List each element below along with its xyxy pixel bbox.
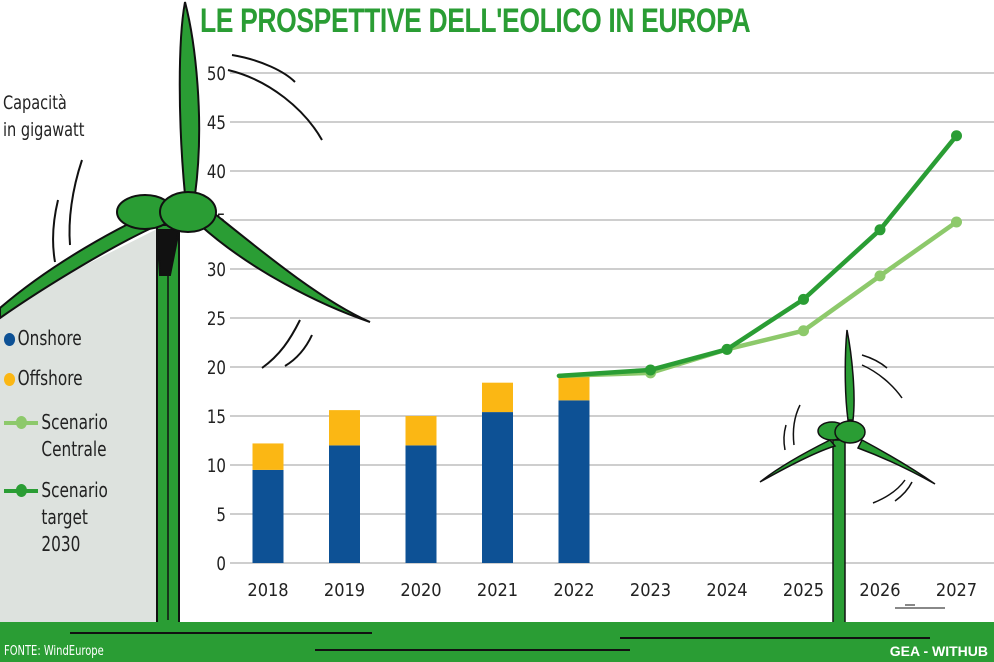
x-tick-label: 2022: [553, 580, 594, 601]
scenario-centrale-line: [556, 219, 959, 379]
legend-swatch-onshore: [4, 333, 16, 346]
x-tick-label: 2025: [783, 580, 824, 601]
x-tick-label: 2021: [477, 580, 518, 601]
y-axis-ticks: 05101520253035404550: [207, 63, 226, 575]
scenario-target-point: [645, 364, 656, 376]
legend-label-offshore: Offshore: [17, 366, 83, 390]
background-panel: [0, 225, 180, 625]
bar-onshore: [252, 469, 284, 563]
x-tick-label: 2019: [324, 580, 365, 601]
bar-onshore: [405, 445, 437, 563]
x-tick-label: 2024: [706, 580, 747, 601]
scenario-centrale-point: [951, 216, 962, 228]
legend-label-target-2: target: [41, 505, 88, 529]
legend-label-onshore: Onshore: [17, 326, 82, 350]
bar-offshore: [329, 410, 360, 446]
bar-offshore: [405, 416, 437, 446]
bar-offshore: [252, 443, 284, 470]
source-credit: FONTE: WindEurope: [4, 644, 104, 659]
legend-swatch-offshore: [4, 373, 16, 386]
scenario-target-line: [556, 133, 959, 379]
bar-onshore: [482, 412, 513, 563]
scenario-centrale-point: [798, 325, 809, 337]
brand-credit: GEA - WITHUB: [889, 643, 988, 659]
wind-turbine-large-icon: [0, 1, 371, 624]
y-tick-label: 40: [207, 161, 226, 183]
y-axis-label-line1: Capacità: [3, 92, 67, 114]
lines: [556, 130, 962, 379]
y-tick-label: 15: [207, 406, 226, 428]
legend-label-target-3: 2030: [41, 532, 81, 556]
scenario-target-point: [951, 130, 962, 142]
bar-offshore: [482, 382, 513, 413]
ground: [0, 622, 994, 662]
x-tick-label: 2023: [630, 580, 671, 601]
legend-label-central-1: Scenario: [41, 410, 108, 434]
legend-item-offshore: Offshore: [4, 365, 83, 392]
wind-turbine-small-icon: [759, 329, 936, 626]
ground-lines: [70, 604, 945, 651]
y-tick-label: 5: [216, 504, 226, 526]
x-tick-label: 2018: [247, 580, 288, 601]
bars: [252, 375, 590, 563]
gridlines: [230, 72, 994, 564]
bar-onshore: [558, 400, 590, 563]
y-tick-label: 0: [216, 553, 226, 575]
y-tick-label: 25: [207, 308, 226, 330]
x-tick-label: 2026: [859, 580, 900, 601]
legend-label-central-2: Centrale: [41, 437, 107, 461]
bar-offshore: [558, 375, 590, 401]
scenario-target-point: [798, 293, 809, 305]
legend-item-onshore: Onshore: [4, 325, 82, 352]
scenario-centrale-point: [874, 270, 886, 282]
y-axis-label-line2: in gigawatt: [3, 119, 85, 141]
x-tick-label: 2020: [400, 580, 441, 601]
chart-title: LE PROSPETTIVE DELL'EOLICO IN EUROPA: [200, 2, 751, 40]
legend-swatch-central: [4, 416, 38, 430]
legend-item-target: Scenario target 2030: [4, 477, 108, 558]
x-tick-label: 2027: [936, 580, 977, 601]
scenario-target-point: [874, 224, 886, 236]
legend-label-target-1: Scenario: [41, 478, 108, 502]
x-axis-ticks: 2018 2019 2020 2021 2022 2023 2024 2025 2026 2027: [247, 580, 977, 601]
y-axis-label: Capacità in gigawatt: [3, 90, 84, 144]
y-tick-label: 10: [207, 455, 226, 477]
scenario-target-point: [721, 343, 733, 355]
bar-onshore: [329, 445, 360, 563]
legend-swatch-target: [4, 484, 38, 498]
y-tick-label: 45: [207, 112, 226, 134]
y-tick-label: 30: [207, 259, 226, 281]
y-tick-label: 50: [207, 63, 226, 85]
legend-item-central: Scenario Centrale: [4, 409, 108, 463]
y-tick-label: 20: [207, 357, 226, 379]
